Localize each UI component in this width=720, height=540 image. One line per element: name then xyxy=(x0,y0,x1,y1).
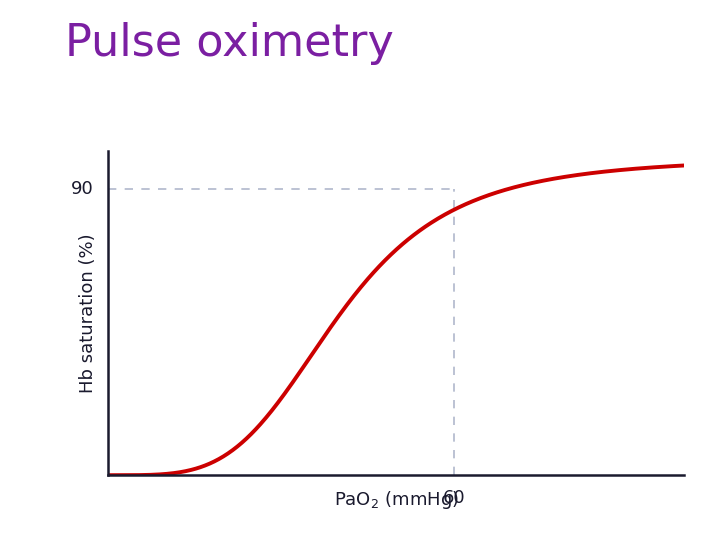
Text: Pulse oximetry: Pulse oximetry xyxy=(65,22,394,65)
X-axis label: PaO$_2$ (mmHg): PaO$_2$ (mmHg) xyxy=(333,489,459,511)
Text: 60: 60 xyxy=(442,489,465,508)
Y-axis label: Hb saturation (%): Hb saturation (%) xyxy=(79,233,97,393)
Text: 90: 90 xyxy=(71,180,94,198)
